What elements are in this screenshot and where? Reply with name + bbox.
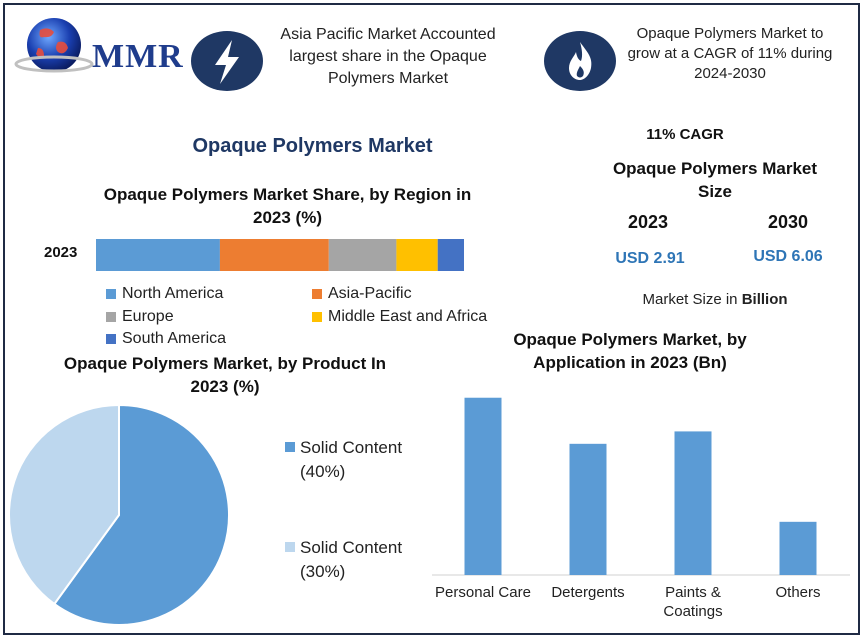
header-card-cagr: Opaque Polymers Market to grow at a CAGR… (627, 25, 833, 82)
product-legend-item-1: Solid Content (40%) (285, 436, 402, 484)
product-legend-item-2: Solid Content (30%) (285, 536, 402, 584)
region-legend-item-europe: Europe (106, 308, 174, 326)
region-legend-item-asia-pacific: Asia-Pacific (312, 285, 412, 303)
application-bar-paints-coatings (674, 431, 712, 575)
legend-swatch (106, 334, 116, 344)
market-size-year-2023: 2023 (627, 212, 669, 232)
legend-swatch (285, 542, 295, 552)
region-chart-title: Opaque Polymers Market Share, by Region … (103, 185, 472, 227)
legend-swatch (106, 312, 116, 322)
legend-swatch (285, 442, 295, 452)
market-size-value-2030: USD 6.06 (753, 248, 823, 265)
region-stacked-bar (96, 239, 464, 271)
market-size-title: Opaque Polymers Market Size (612, 159, 818, 201)
legend-label: Solid Content (300, 538, 403, 557)
cagr-label: 11% CAGR (646, 126, 724, 143)
region-legend-item-middle-east-and-africa: Middle East and Africa (312, 308, 487, 326)
legend-text: Solid Content (30%) (300, 536, 402, 584)
region-legend-item-south-america: South America (106, 330, 226, 348)
application-tick-label-personal-care: Personal Care (435, 584, 531, 601)
region-bar-segment-asia-pacific (219, 239, 329, 271)
product-chart-title: Opaque Polymers Market, by Product In 20… (63, 354, 387, 396)
legend-label: South America (122, 330, 227, 347)
market-size-value-2023: USD 2.91 (615, 250, 685, 267)
region-bar-segment-middle-east-and-africa (396, 239, 438, 271)
legend-label: Middle East and Africa (328, 308, 488, 325)
flame-icon (544, 31, 616, 91)
header-card-asia-pacific: Asia Pacific Market Accounted largest sh… (280, 26, 496, 87)
region-bar-segment-north-america (96, 239, 220, 271)
application-bar-personal-care (464, 397, 502, 575)
region-bar-segment-south-america (437, 239, 464, 271)
globe-logo-icon (14, 18, 94, 73)
application-tick-label-detergents: Detergents (551, 584, 624, 601)
product-pie-chart (8, 403, 230, 626)
legend-text: Solid Content (40%) (300, 436, 402, 484)
market-size-year-2030: 2030 (767, 212, 809, 232)
legend-swatch (106, 289, 116, 299)
application-chart-title: Opaque Polymers Market, by Application i… (513, 330, 747, 372)
legend-label: Europe (122, 308, 174, 325)
application-bar-chart: Personal Care Detergents Paints & Coatings O… (432, 397, 850, 620)
region-bar-segment-europe (328, 239, 397, 271)
legend-percent: (40%) (300, 462, 346, 481)
legend-label: Solid Content (300, 438, 403, 457)
pie-slice-1 (52, 403, 230, 626)
region-bar-category-label: 2023 (44, 244, 78, 261)
application-tick-label-paints-coatings: Paints & Coatings (663, 584, 722, 620)
application-bar-others (779, 521, 817, 575)
legend-swatch (312, 289, 322, 299)
legend-percent: (30%) (300, 562, 346, 581)
legend-label: Asia-Pacific (328, 285, 412, 302)
application-tick-label-others: Others (775, 584, 820, 601)
logo-text: MMR (92, 38, 184, 75)
lightning-bolt-icon (191, 31, 263, 91)
market-size-unit-note: Market Size in Billion (642, 291, 788, 308)
pie-slice-2 (8, 403, 120, 606)
region-legend-item-north-america: North America (106, 285, 223, 303)
application-bar-detergents (569, 443, 607, 575)
legend-label: North America (122, 285, 224, 302)
page-title: Opaque Polymers Market (192, 135, 433, 157)
legend-swatch (312, 312, 322, 322)
